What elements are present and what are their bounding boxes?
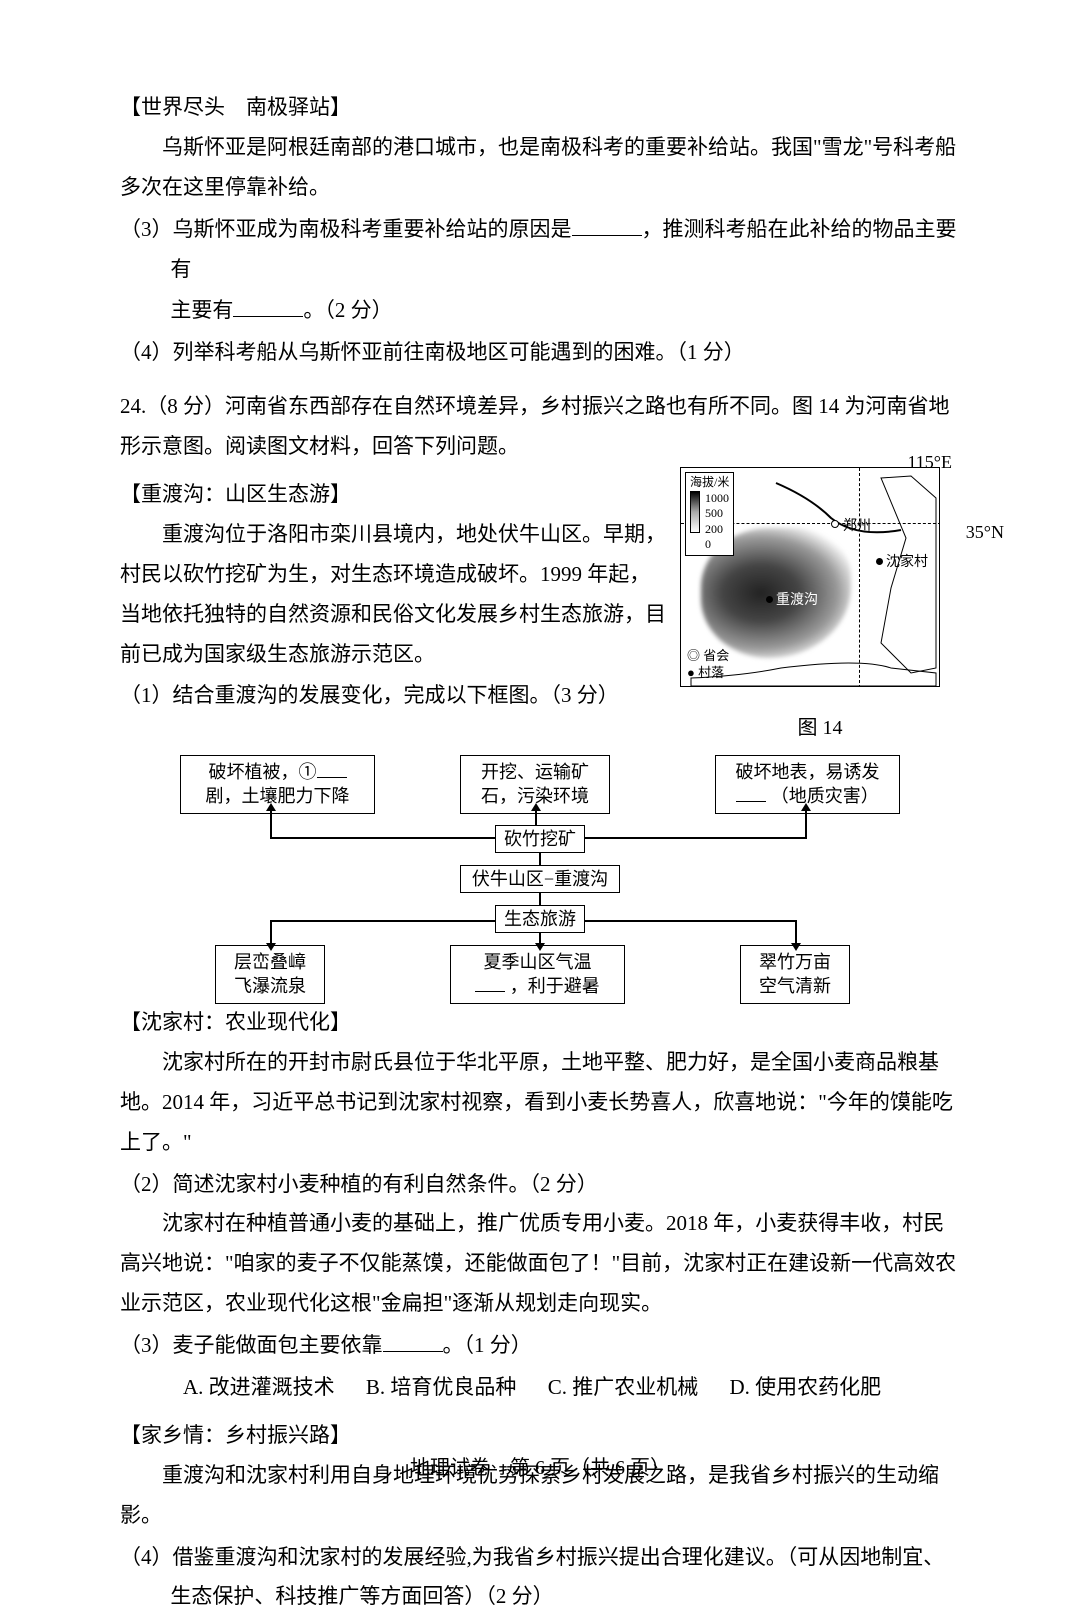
arrow-top-h xyxy=(270,837,495,839)
marker-chongdu xyxy=(766,596,773,603)
blank-flow-1[interactable] xyxy=(317,760,347,778)
page-footer: 地理试卷 第 6 页（共 6 页） xyxy=(0,1449,1080,1487)
question-24-3: （3）麦子能做面包主要依靠 。（1 分） xyxy=(120,1326,960,1366)
flow-box-funiu: 伏牛山区−重渡沟 xyxy=(460,865,620,893)
arrowhead-top-2 xyxy=(531,803,541,811)
map-figure-14: 115°E 海拔/米 1000 500 200 0 xyxy=(680,467,960,747)
blank-flow-2[interactable] xyxy=(736,784,766,802)
legend-val-500: 500 xyxy=(705,506,729,522)
label-shenjia: 沈家村 xyxy=(886,550,928,577)
fb8a: 夏季山区气温 xyxy=(484,952,592,972)
question-3: （3）乌斯怀亚成为南极科考重要补给站的原因是，推测科考船在此补给的物品主要有 xyxy=(120,210,960,290)
arrowhead-bot-3 xyxy=(791,943,801,951)
arrow-top-v1 xyxy=(270,809,272,837)
legend-val-0: 0 xyxy=(705,537,729,553)
label-chongdu: 重渡沟 xyxy=(776,588,818,615)
q3-text-cont: 主要有 xyxy=(170,298,233,322)
fb1a: 破坏植被，① xyxy=(209,762,317,782)
legend-val-1000: 1000 xyxy=(705,491,729,507)
fb3a: 破坏地表，易诱发 xyxy=(736,762,880,782)
arrowhead-bot-2 xyxy=(535,943,545,951)
flowchart: 破坏植被，① 剧，土壤肥力下降 开挖、运输矿石，污染环境 破坏地表，易诱发 （地… xyxy=(160,755,920,995)
blank-q3-2[interactable] xyxy=(233,296,303,317)
arrow-top-v2 xyxy=(535,809,537,825)
blank-q24-3[interactable] xyxy=(383,1331,443,1352)
flow-box-scenery: 层峦叠嶂飞瀑流泉 xyxy=(215,945,325,1004)
map-caption: 图 14 xyxy=(680,709,960,747)
section-title-shenjia: 【沈家村：农业现代化】 xyxy=(120,1003,960,1043)
question-4: （4）列举科考船从乌斯怀亚前往南极地区可能遇到的困难。（1 分） xyxy=(120,333,960,373)
para-shenjia-1: 沈家村所在的开封市尉氏县位于华北平原，土地平整、肥力好，是全国小麦商品粮基地。2… xyxy=(120,1043,960,1163)
question-24-2: （2）简述沈家村小麦种植的有利自然条件。（2 分） xyxy=(120,1165,960,1205)
para-chongdugou: 重渡沟位于洛阳市栾川县境内，地处伏牛山区。早期，村民以砍竹挖矿为生，对生态环境造… xyxy=(120,515,668,675)
question-24-4: （4）借鉴重渡沟和沈家村的发展经验,为我省乡村振兴提出合理化建议。（可从因地制宜… xyxy=(120,1538,960,1617)
arrow-bot-h1 xyxy=(270,920,495,922)
map-latitude-label: 35°N xyxy=(966,515,1004,549)
arrowhead-top-3 xyxy=(801,803,811,811)
legend-gradient xyxy=(690,491,700,533)
option-b[interactable]: B. 培育优良品种 xyxy=(366,1375,517,1399)
fb8c: ，利于避暑 xyxy=(510,976,600,996)
label-zhengzhou: 郑州 xyxy=(843,514,871,541)
legend-village: ● 村落 xyxy=(687,665,729,682)
q24-3b: 。（1 分） xyxy=(443,1333,532,1357)
blank-flow-3[interactable] xyxy=(475,974,505,992)
q24-3a: （3）麦子能做面包主要依靠 xyxy=(120,1333,383,1357)
question-24-head: 24.（8 分）河南省东西部存在自然环境差异，乡村振兴之路也有所不同。图 14 … xyxy=(120,387,960,467)
legend-capital: ◎ 省会 xyxy=(687,648,729,665)
fb3c: （地质灾害） xyxy=(771,786,879,806)
arrow-bot-h2 xyxy=(585,920,795,922)
arrow-top-h2 xyxy=(585,837,805,839)
section-title-antarctic: 【世界尽头 南极驿站】 xyxy=(120,88,960,128)
option-d[interactable]: D. 使用农药化肥 xyxy=(729,1375,881,1399)
arrow-top-v3 xyxy=(805,809,807,839)
arrowhead-bot-1 xyxy=(266,943,276,951)
map-legend-elevation: 海拔/米 1000 500 200 0 xyxy=(685,472,734,556)
arrowhead-top-1 xyxy=(266,803,276,811)
arrow-bot-v1 xyxy=(270,920,272,945)
option-c[interactable]: C. 推广农业机械 xyxy=(548,1375,699,1399)
section-title-chongdugou: 【重渡沟：山区生态游】 xyxy=(120,475,668,515)
arrow-cv1 xyxy=(539,852,541,865)
map-legend-markers: ◎ 省会 ● 村落 xyxy=(687,648,729,682)
legend-val-200: 200 xyxy=(705,522,729,538)
legend-title: 海拔/米 xyxy=(690,475,729,491)
para-shenjia-2: 沈家村在种植普通小麦的基础上，推广优质专用小麦。2018 年，小麦获得丰收，村民… xyxy=(120,1204,960,1324)
options-row: A. 改进灌溉技术 B. 培育优良品种 C. 推广农业机械 D. 使用农药化肥 xyxy=(120,1368,960,1408)
marker-shenjia xyxy=(876,558,883,565)
para-antarctic: 乌斯怀亚是阿根廷南部的港口城市，也是南极科考的重要补给站。我国"雪龙"号科考船多… xyxy=(120,128,960,208)
flow-box-vegetation: 破坏植被，① 剧，土壤肥力下降 xyxy=(180,755,375,814)
question-3-cont: 主要有 。（2 分） xyxy=(120,291,960,331)
flow-box-ecotour: 生态旅游 xyxy=(495,905,585,933)
question-24-1: （1）结合重渡沟的发展变化，完成以下框图。（3 分） xyxy=(120,676,668,716)
arrow-bot-v3 xyxy=(795,920,797,945)
flow-box-mining: 砍竹挖矿 xyxy=(495,825,585,853)
q3-text-c: 。（2 分） xyxy=(303,298,392,322)
map-box: 海拔/米 1000 500 200 0 xyxy=(680,467,940,687)
arrow-cv2 xyxy=(539,892,541,905)
marker-zhengzhou xyxy=(831,520,839,528)
fb1b: 剧，土壤肥力下降 xyxy=(206,786,350,806)
option-a[interactable]: A. 改进灌溉技术 xyxy=(183,1375,335,1399)
q3-text-a: （3）乌斯怀亚成为南极科考重要补给站的原因是 xyxy=(120,217,572,241)
flow-box-climate: 夏季山区气温 ，利于避暑 xyxy=(450,945,625,1004)
blank-q3-1[interactable] xyxy=(572,215,642,236)
flow-box-bamboo: 翠竹万亩空气清新 xyxy=(740,945,850,1004)
